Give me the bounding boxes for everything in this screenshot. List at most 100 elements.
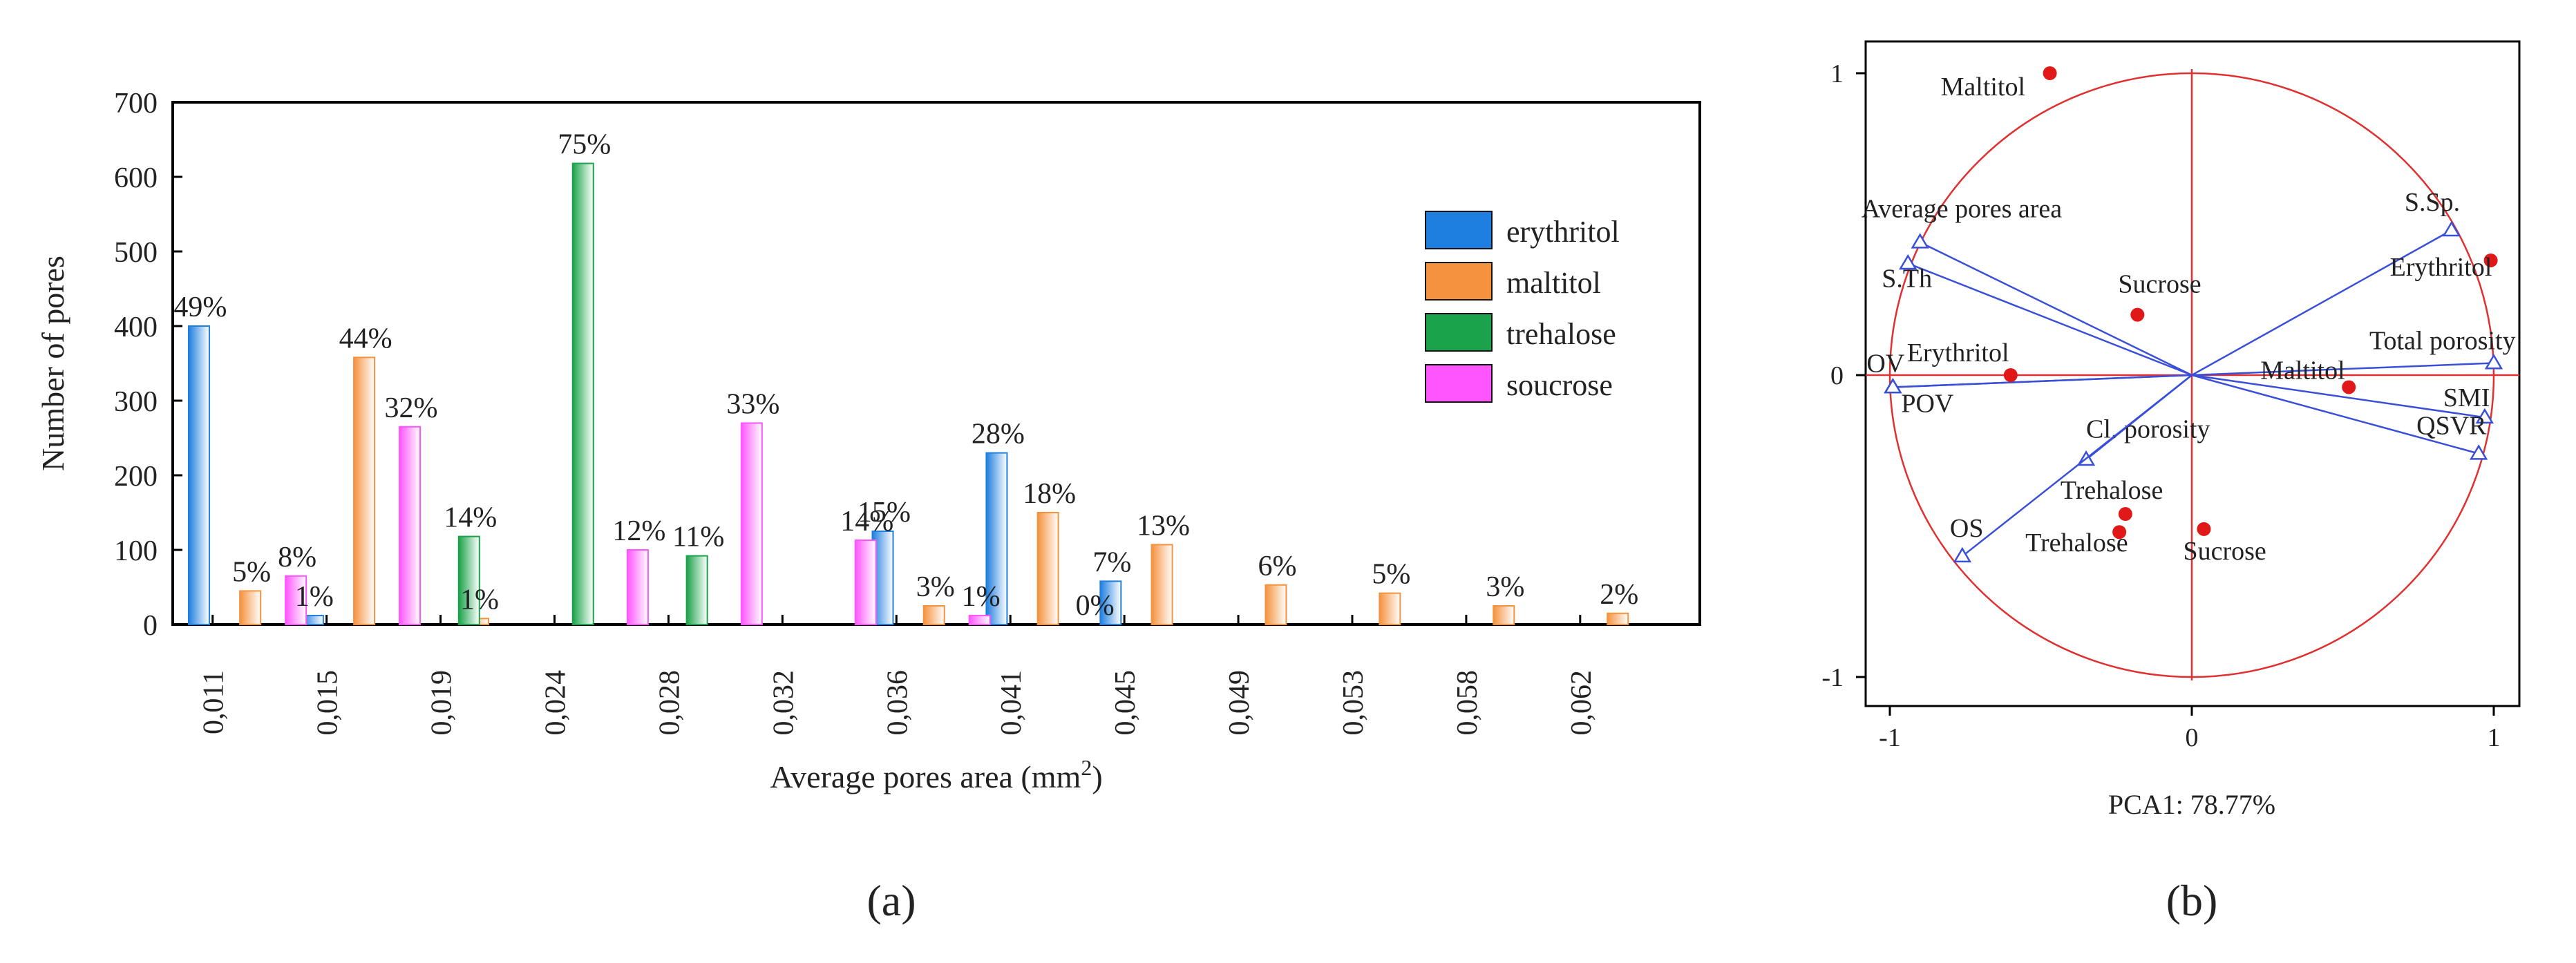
data-label-maltitol: 13%: [1137, 510, 1190, 542]
data-label-maltitol: 18%: [1023, 478, 1076, 510]
pca-point: [2483, 253, 2498, 267]
data-label-maltitol: 1%: [460, 584, 499, 616]
y-tick-label: 600: [114, 162, 158, 194]
bar-soucrose: [285, 575, 307, 625]
pca-point-label: Erythritol: [1907, 339, 2009, 368]
bar-maltitol: [1493, 605, 1515, 625]
pca-vectors: Average pores area S.Th OV POV Cl. porosity O…: [1862, 188, 2516, 563]
data-label-erythritol: 7%: [1092, 546, 1131, 578]
legend-swatch-soucrose: [1425, 364, 1493, 403]
pca-vector-line: [2191, 374, 2485, 419]
legend-label-soucrose: soucrose: [1506, 368, 1613, 402]
pca-point: [2043, 66, 2057, 80]
x-tick-label: 0,011: [198, 670, 230, 734]
data-label-soucrose: 33%: [726, 388, 779, 420]
pca-y-tick-label: 1: [1830, 59, 1844, 88]
bar-trehalose: [571, 162, 594, 625]
bar-chart-y-axis-title: Number of pores: [35, 256, 70, 471]
pca-vector-marker: [1899, 254, 1917, 270]
pca-vector-line: [1893, 374, 2193, 388]
bar-chart-data-labels: 49% 5% 1% 44% 8% 1% 32% 14% 75% 12% 11% 33% 15% 3% 14%…: [173, 129, 1638, 622]
x-tick-label: 0,049: [1224, 670, 1256, 736]
x-tick-label: 0,041: [996, 670, 1027, 736]
data-label-erythritol: 28%: [972, 419, 1025, 450]
panel-label-a: (a): [866, 876, 916, 925]
data-label-soucrose: 1%: [962, 581, 1001, 613]
x-tick-label: 0,062: [1566, 670, 1598, 736]
pca-point: [2342, 380, 2356, 394]
bar-maltitol: [1379, 592, 1401, 626]
y-tick-label: 700: [114, 88, 158, 120]
data-label-erythritol: 49%: [173, 292, 227, 323]
pca-point-label: Sucrose: [2183, 537, 2266, 566]
data-label-trehalose: 75%: [558, 129, 611, 161]
bar-erythritol: [1099, 580, 1122, 625]
pca-points: Maltitol Erythritol Sucrose Erythritol Malti…: [1907, 66, 2498, 566]
bar-chart-x-axis-title: Average pores area (mm2): [770, 755, 1102, 794]
data-label-soucrose: 8%: [278, 542, 316, 573]
bar-erythritol: [985, 452, 1008, 625]
pca-point: [2003, 368, 2018, 382]
bar-trehalose: [685, 555, 708, 626]
pca-point-label: Maltitol: [2260, 356, 2345, 385]
bar-trehalose: [457, 535, 480, 625]
bar-maltitol: [239, 590, 262, 626]
x-tick-label: 0,032: [768, 670, 799, 736]
bar-chart-x-axis: 0,011 0,015 0,019 0,024 0,028 0,032 0,036 0,041…: [198, 615, 1598, 736]
pca-point-label: Erythritol: [2390, 253, 2492, 282]
y-tick-label: 0: [143, 610, 158, 642]
pca-vector-line: [2191, 374, 2479, 455]
panel-label-b: (b): [2166, 876, 2218, 925]
data-label-soucrose: 12%: [612, 515, 665, 547]
legend-swatch-trehalose: [1425, 313, 1493, 352]
y-tick-label: 200: [114, 461, 158, 493]
pca-x-tick-label: 0: [2186, 723, 2199, 752]
pca-vector-label: Cl. porosity: [2086, 414, 2210, 444]
bar-soucrose: [740, 422, 763, 626]
pca-correlation-circle: [1888, 72, 2495, 678]
data-label-maltitol: 3%: [1486, 571, 1524, 603]
y-tick-label: 300: [114, 386, 158, 418]
pca-vector-label: OV: [1866, 349, 1904, 378]
pca-x-tick-label: -1: [1879, 723, 1901, 752]
bar-maltitol: [922, 605, 945, 625]
pca-point: [2130, 307, 2145, 322]
y-tick-label: 500: [114, 237, 158, 269]
legend-swatch-maltitol: [1425, 262, 1493, 301]
pca-vector-label: QSVR: [2416, 412, 2487, 441]
pca-vector-label: Average pores area: [1862, 195, 2063, 224]
pca-vector-marker: [1884, 378, 1902, 394]
pca-axes: -1 0 1 -1 0 1: [1821, 40, 2521, 752]
data-label-soucrose: 0%: [1076, 590, 1115, 622]
data-label-soucrose: 32%: [385, 392, 438, 424]
bar-maltitol: [1036, 512, 1059, 625]
pca-point-label: Trehalose: [2025, 528, 2128, 557]
pca-vector-marker: [2475, 408, 2494, 424]
x-tick-label: 0,045: [1110, 670, 1142, 736]
pca-y-tick-label: -1: [1821, 663, 1844, 692]
pca-vector-label: S.Th: [1882, 264, 1932, 293]
bar-chart-bars: [187, 162, 1629, 626]
x-tick-label: 0,015: [312, 670, 344, 736]
pca-y-tick-label: 0: [1830, 361, 1844, 390]
data-label-maltitol: 2%: [1600, 579, 1638, 611]
bar-soucrose: [399, 426, 422, 625]
y-tick-label: 400: [114, 312, 158, 343]
bar-soucrose: [854, 539, 877, 626]
x-tick-label: 0,036: [882, 670, 913, 736]
pca-point: [2197, 522, 2211, 536]
bar-erythritol: [187, 325, 210, 625]
pca-biplot-panel: -1 0 1 -1 0 1 Average pores area S.Th OV POV Cl. …: [1821, 40, 2521, 925]
x-tick-label: 0,028: [654, 670, 685, 736]
bar-maltitol: [1607, 612, 1629, 625]
pca-point: [2118, 507, 2132, 522]
pca-vector-label: SMI: [2443, 383, 2490, 412]
bar-chart-legend: erythritol maltitol trehalose soucrose: [1425, 211, 1620, 403]
pca-vector-label: OS: [1950, 514, 1984, 543]
x-tick-label: 0,058: [1452, 670, 1484, 736]
pca-point-label: Trehalose: [2061, 476, 2163, 505]
legend-label-erythritol: erythritol: [1506, 215, 1620, 249]
data-label-soucrose: 14%: [840, 506, 893, 537]
pca-vector-marker: [1911, 233, 1929, 249]
